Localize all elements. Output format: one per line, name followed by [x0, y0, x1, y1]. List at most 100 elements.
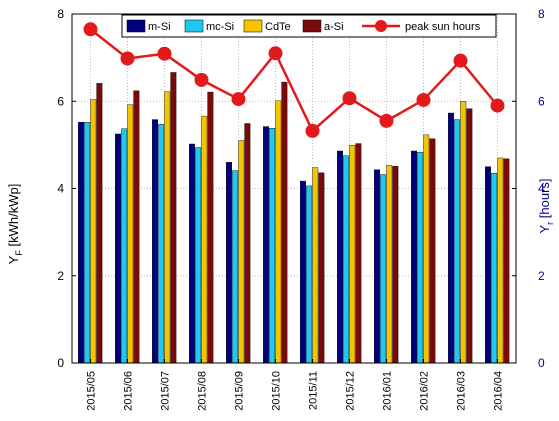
- bar-m-si: [337, 150, 343, 364]
- peak-sun-hours-line: [83, 22, 505, 138]
- tick-label-x: 2016/03: [456, 371, 468, 411]
- bar-a-si: [133, 90, 140, 364]
- bar-a-si: [207, 91, 214, 364]
- bar-mc-si: [306, 185, 313, 364]
- bar-cdte: [90, 99, 97, 364]
- point-peak-sun-hours: [490, 98, 505, 113]
- line-peak-sun-hours: [89, 28, 499, 133]
- bar-mc-si: [269, 128, 276, 364]
- bar-mc-si: [343, 155, 350, 364]
- bar-cdte: [164, 91, 171, 364]
- tick-label-x: 2015/08: [197, 371, 209, 411]
- bar-mc-si: [158, 124, 165, 364]
- bar-mc-si: [195, 147, 202, 364]
- bar-cdte: [312, 167, 319, 364]
- bar-cdte: [201, 115, 208, 364]
- tick-label-left: 4: [57, 182, 64, 196]
- tick-label-x: 2015/06: [123, 371, 135, 411]
- tick-label-right: 6: [538, 94, 545, 108]
- legend-marker: [375, 20, 387, 32]
- bar-a-si: [392, 166, 399, 364]
- tick-label-left: 0: [57, 356, 64, 370]
- bar-m-si: [448, 112, 454, 364]
- tick-label-x: 2015/12: [345, 371, 357, 411]
- legend-label: peak sun hours: [405, 21, 481, 33]
- tick-label-right: 8: [538, 7, 545, 21]
- bar-cdte: [460, 101, 467, 364]
- bar-mc-si: [454, 119, 461, 364]
- point-peak-sun-hours: [305, 123, 320, 138]
- tick-label-x: 2015/09: [234, 371, 246, 411]
- bar-m-si: [263, 126, 269, 364]
- legend-label: CdTe: [265, 21, 291, 33]
- bar-m-si: [152, 119, 158, 364]
- svg-text:Yr [hours]: Yr [hours]: [537, 178, 555, 233]
- bar-mc-si: [491, 173, 498, 364]
- bar-mc-si: [417, 152, 424, 364]
- bar-mc-si: [232, 170, 239, 364]
- bar-cdte: [423, 134, 430, 364]
- bar-mc-si: [121, 128, 128, 364]
- point-peak-sun-hours: [231, 92, 246, 107]
- bar-a-si: [466, 108, 473, 364]
- bar-a-si: [170, 72, 177, 364]
- tick-label-x: 2016/02: [419, 371, 431, 411]
- bar-m-si: [485, 166, 491, 364]
- point-peak-sun-hours: [268, 46, 283, 61]
- tick-label-left: 6: [57, 94, 64, 108]
- tick-label-x: 2015/05: [86, 371, 98, 411]
- y-axis-left-label: YF [kWh/kWp]: [6, 184, 24, 265]
- bar-m-si: [189, 143, 195, 364]
- legend-label: m-Si: [148, 21, 171, 33]
- bar-a-si: [281, 81, 288, 364]
- tick-label-x: 2016/04: [493, 371, 505, 411]
- point-peak-sun-hours: [416, 92, 431, 107]
- bar-a-si: [318, 172, 325, 364]
- tick-label-x: 2015/10: [271, 371, 283, 411]
- point-peak-sun-hours: [342, 91, 357, 106]
- x-axis-ticks: 2015/05 2015/06 2015/07 2015/08 2015/09 2015/…: [86, 359, 505, 411]
- svg-text:YF [kWh/kWp]: YF [kWh/kWp]: [6, 184, 24, 265]
- bar-a-si: [429, 138, 436, 364]
- tick-label-left: 8: [57, 7, 64, 21]
- tick-label-x: 2015/11: [308, 371, 320, 410]
- bar-m-si: [300, 180, 306, 364]
- bar-a-si: [355, 143, 362, 364]
- bar-cdte: [127, 104, 134, 364]
- bar-a-si: [503, 158, 510, 364]
- right-y-axis-ticks: 0 2 4 6 8: [512, 7, 545, 370]
- point-peak-sun-hours: [194, 72, 209, 87]
- bar-m-si: [78, 121, 84, 364]
- point-peak-sun-hours: [120, 51, 135, 66]
- tick-label-left: 2: [57, 269, 64, 283]
- tick-label-x: 2015/07: [160, 371, 172, 411]
- point-peak-sun-hours: [157, 46, 172, 61]
- bar-a-si: [244, 123, 251, 364]
- tick-label-right: 0: [538, 356, 545, 370]
- tick-label-right: 2: [538, 269, 545, 283]
- legend-swatch: [126, 19, 146, 33]
- bar-m-si: [226, 162, 232, 364]
- tick-label-x: 2016/01: [382, 371, 394, 411]
- bar-m-si: [411, 150, 417, 364]
- legend-label: mc-Si: [206, 21, 234, 33]
- legend-label: a-Si: [324, 21, 344, 33]
- point-peak-sun-hours: [379, 113, 394, 128]
- bar-a-si: [96, 83, 103, 364]
- bar-cdte: [349, 145, 356, 364]
- bar-cdte: [275, 100, 282, 364]
- bar-m-si: [115, 133, 121, 364]
- bar-cdte: [497, 157, 504, 364]
- y-axis-right-label: Yr [hours]: [537, 178, 555, 233]
- legend-swatch: [184, 19, 204, 33]
- bar-mc-si: [84, 121, 91, 364]
- bars: [78, 72, 510, 364]
- bar-m-si: [374, 169, 380, 364]
- bar-cdte: [238, 140, 245, 364]
- point-peak-sun-hours: [83, 22, 98, 37]
- bar-mc-si: [380, 174, 387, 364]
- tick-label-right: 4: [538, 182, 545, 196]
- legend-swatch: [302, 19, 322, 33]
- legend: m-Si mc-Si CdTe a-Si peak sun hours: [121, 14, 497, 38]
